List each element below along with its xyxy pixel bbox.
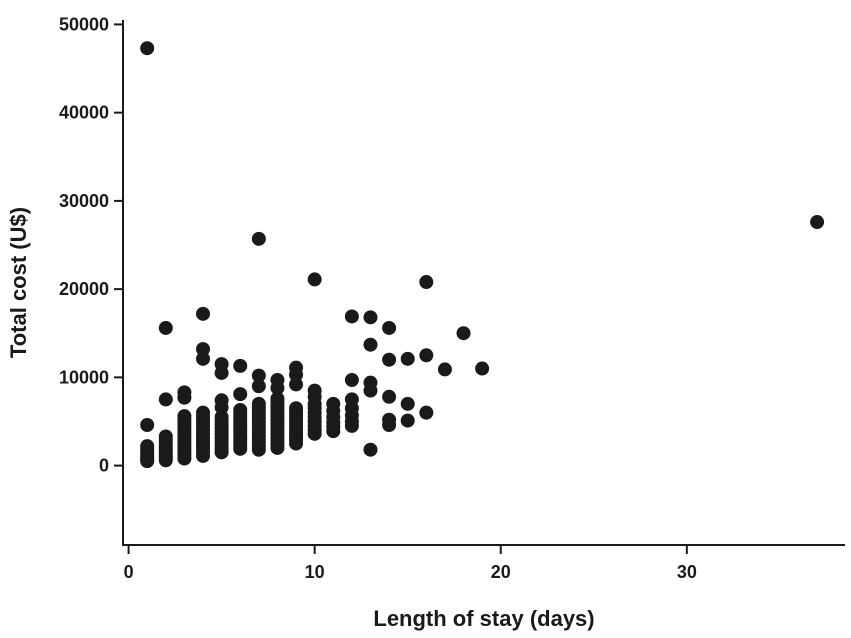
data-point xyxy=(251,442,266,457)
y-tick-label: 10000 xyxy=(59,367,109,387)
axis-lines xyxy=(122,20,845,546)
data-point xyxy=(196,306,211,321)
data-point xyxy=(158,392,173,407)
data-point xyxy=(196,448,211,463)
data-point xyxy=(177,451,192,466)
data-points xyxy=(140,41,825,469)
data-point xyxy=(233,441,248,456)
data-point xyxy=(158,320,173,335)
data-point xyxy=(233,387,248,402)
x-tick-label: 0 xyxy=(124,562,134,582)
x-tick-label: 10 xyxy=(305,562,325,582)
data-point xyxy=(810,215,825,230)
data-point xyxy=(214,400,229,415)
data-point xyxy=(400,396,415,411)
data-point xyxy=(140,454,155,469)
data-point xyxy=(456,326,471,341)
data-point xyxy=(400,413,415,428)
data-point xyxy=(344,418,359,433)
data-point xyxy=(251,379,266,394)
x-tick-label: 30 xyxy=(677,562,697,582)
y-axis-title: Total cost (U$) xyxy=(6,207,31,358)
data-point xyxy=(363,442,378,457)
y-tick-label: 50000 xyxy=(59,14,109,34)
data-point xyxy=(437,362,452,377)
data-point xyxy=(344,309,359,324)
data-point xyxy=(140,418,155,432)
data-point xyxy=(382,352,397,367)
data-point xyxy=(270,380,285,395)
data-point xyxy=(158,453,173,468)
data-point xyxy=(196,351,211,366)
data-point xyxy=(400,351,415,366)
data-point xyxy=(214,365,229,380)
data-point xyxy=(382,389,397,404)
data-point xyxy=(382,320,397,335)
data-point xyxy=(419,275,434,290)
data-point xyxy=(326,424,341,439)
data-point xyxy=(382,418,397,432)
data-point xyxy=(251,368,266,383)
data-point xyxy=(363,383,378,398)
data-point xyxy=(289,377,304,392)
data-point xyxy=(419,348,434,363)
y-tick-label: 30000 xyxy=(59,191,109,211)
axes: 0 10000 20000 30000 40000 50000 0 10 20 30 xyxy=(59,14,845,582)
data-point xyxy=(363,310,378,325)
data-point xyxy=(419,405,434,420)
data-point xyxy=(344,373,359,387)
x-axis-title: Length of stay (days) xyxy=(373,606,594,631)
data-point xyxy=(177,390,192,405)
data-point xyxy=(475,361,490,376)
data-point xyxy=(307,426,322,441)
data-point xyxy=(214,445,229,460)
x-tick-label: 20 xyxy=(491,562,511,582)
y-tick-label: 20000 xyxy=(59,279,109,299)
data-point xyxy=(140,41,155,56)
data-point xyxy=(233,358,248,373)
data-point xyxy=(289,436,304,451)
data-point xyxy=(363,337,378,352)
y-tick-label: 0 xyxy=(99,456,109,476)
data-point xyxy=(307,272,322,287)
data-point xyxy=(270,440,285,455)
y-tick-label: 40000 xyxy=(59,103,109,123)
data-point xyxy=(289,367,304,382)
data-point xyxy=(251,231,266,246)
data-point xyxy=(196,342,211,357)
